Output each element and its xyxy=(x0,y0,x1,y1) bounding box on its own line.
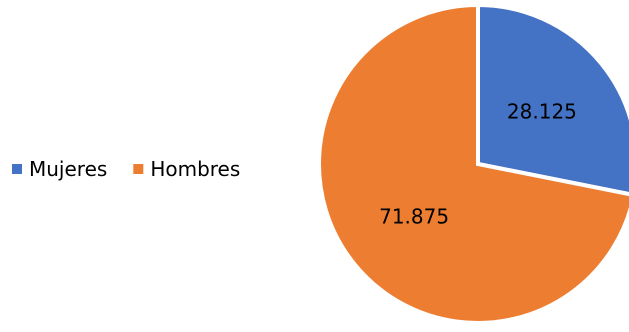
data-label-mujeres: 28.125 xyxy=(507,100,577,124)
data-label-hombres: 71.875 xyxy=(379,204,449,228)
legend-label-mujeres: Mujeres xyxy=(29,157,107,181)
pie-slices xyxy=(317,2,629,325)
legend-swatch-mujeres xyxy=(12,164,22,174)
pie-slice-mujeres xyxy=(476,2,629,197)
pie-slice-hombres xyxy=(317,2,629,325)
legend-label-hombres: Hombres xyxy=(150,157,240,181)
legend-swatch-hombres xyxy=(133,164,144,174)
pie-data-labels: 28.125 71.875 xyxy=(379,100,577,229)
legend: Mujeres Hombres xyxy=(12,157,240,181)
